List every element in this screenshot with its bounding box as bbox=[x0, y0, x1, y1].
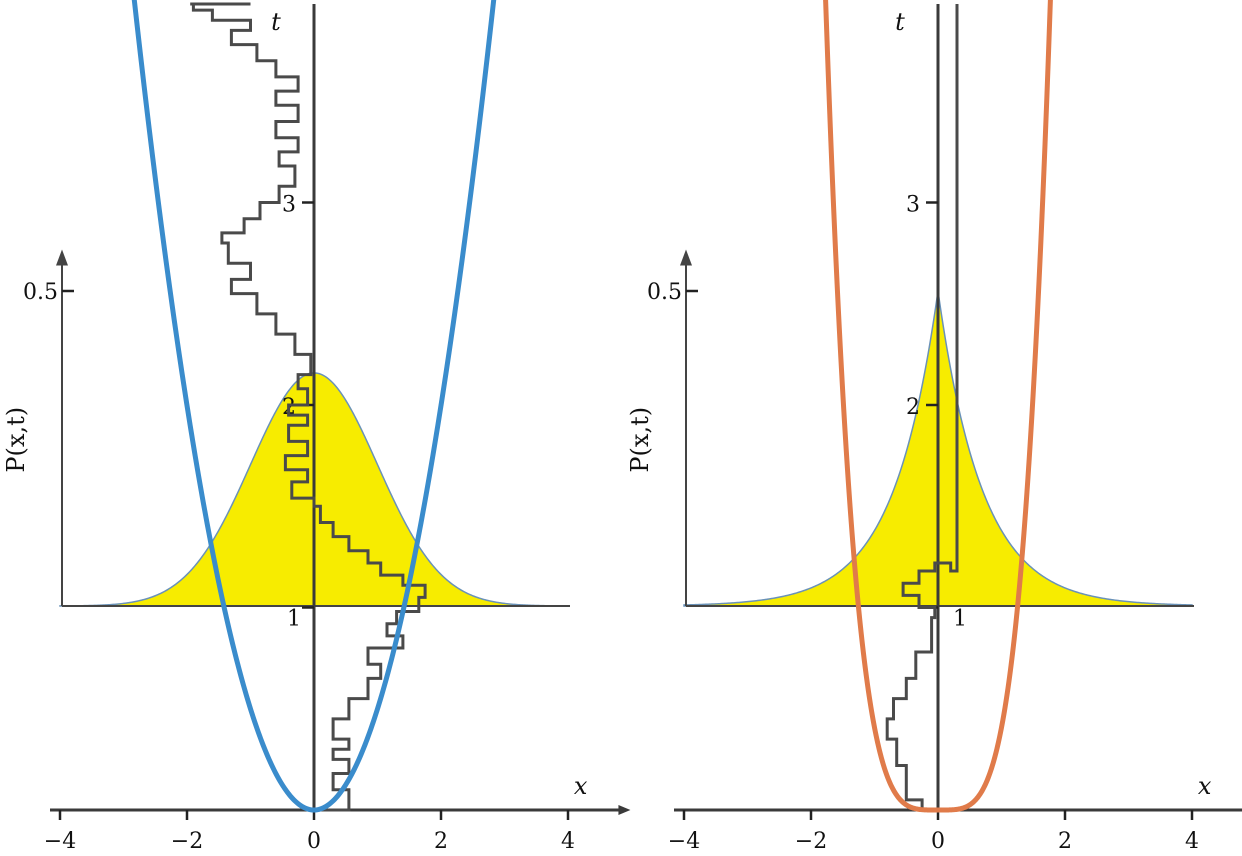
right-t-tick-label-2: 3 bbox=[906, 193, 920, 218]
left-p-tick-label-0: 0.5 bbox=[23, 280, 58, 305]
left-x-tick-label-2: 0 bbox=[307, 829, 321, 854]
left-panel: 0.5 P(x,t) −4 −2 0 2 4 1 2 3 x t bbox=[2, 0, 631, 854]
right-t-ticks: 1 2 3 bbox=[906, 193, 967, 632]
right-x-tick-label-3: 2 bbox=[1058, 829, 1072, 854]
left-t-tick-label-2: 3 bbox=[282, 193, 296, 218]
right-x-ticks: −4 −2 0 2 4 bbox=[668, 810, 1199, 854]
left-x-tick-label-1: −2 bbox=[171, 829, 203, 854]
left-t-axis-label: t bbox=[271, 8, 281, 36]
right-panel: 0.5 P(x,t) −4 −2 0 2 4 1 2 3 x t bbox=[626, 0, 1242, 854]
right-x-tick-label-0: −4 bbox=[668, 829, 700, 854]
left-potential-curve bbox=[131, 0, 497, 813]
right-p-axis-arrow bbox=[680, 249, 692, 266]
right-x-tick-label-4: 4 bbox=[1185, 829, 1199, 854]
right-t-axis-label: t bbox=[895, 8, 905, 36]
left-p-axis-label: P(x,t) bbox=[2, 407, 30, 473]
right-x-tick-label-2: 0 bbox=[931, 829, 945, 854]
right-x-axis-label: x bbox=[1198, 772, 1212, 800]
left-x-tick-label-4: 4 bbox=[561, 829, 575, 854]
right-p-axis-label: P(x,t) bbox=[626, 407, 654, 473]
left-x-tick-label-3: 2 bbox=[434, 829, 448, 854]
left-walk-path bbox=[190, 2, 427, 812]
left-t-tick-label-0: 1 bbox=[287, 607, 301, 632]
left-x-axis-arrow bbox=[618, 805, 631, 815]
left-x-axis-label: x bbox=[574, 772, 588, 800]
left-x-tick-label-0: −4 bbox=[44, 829, 76, 854]
right-walk-path bbox=[885, 4, 959, 812]
right-t-tick-label-0: 1 bbox=[953, 607, 967, 632]
right-p-tick-label-0: 0.5 bbox=[647, 280, 682, 305]
left-x-ticks: −4 −2 0 2 4 bbox=[44, 810, 575, 854]
left-p-axis-arrow bbox=[56, 249, 68, 266]
right-t-tick-label-1: 2 bbox=[906, 395, 920, 420]
right-x-tick-label-1: −2 bbox=[795, 829, 827, 854]
right-potential-curve bbox=[823, 0, 1053, 813]
